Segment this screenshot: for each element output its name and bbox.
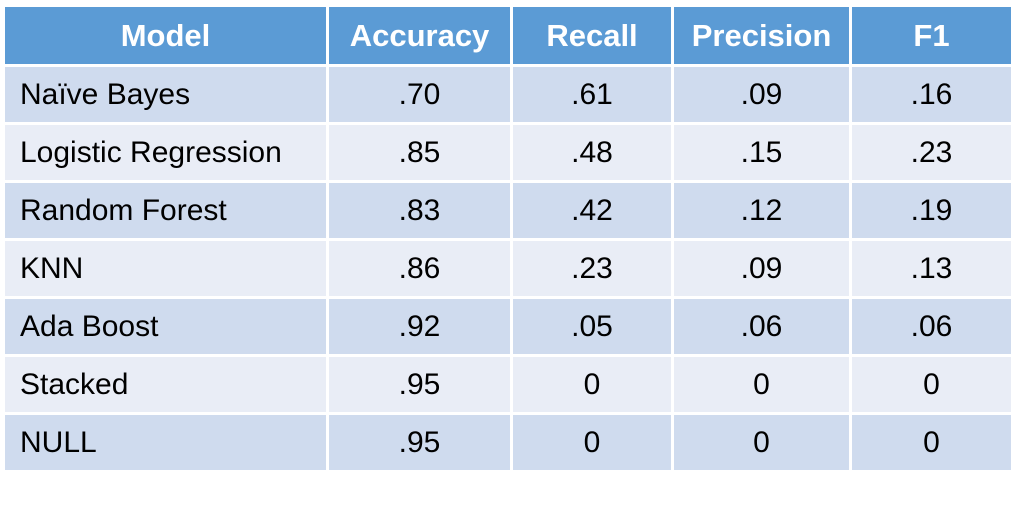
precision-cell: .06 [671, 296, 852, 357]
header-row: Model Accuracy Recall Precision F1 [2, 4, 1014, 67]
recall-cell: 0 [510, 354, 674, 415]
header-f1: F1 [849, 4, 1014, 67]
table-row: Naïve Bayes .70 .61 .09 .16 [2, 64, 1014, 125]
accuracy-cell: .92 [326, 296, 513, 357]
table-row: Random Forest .83 .42 .12 .19 [2, 180, 1014, 241]
precision-cell: .12 [671, 180, 852, 241]
recall-cell: 0 [510, 412, 674, 473]
table-row: NULL .95 0 0 0 [2, 412, 1014, 473]
accuracy-cell: .95 [326, 412, 513, 473]
precision-cell: .09 [671, 238, 852, 299]
f1-cell: .16 [849, 64, 1014, 125]
model-name-cell: Ada Boost [2, 296, 329, 357]
model-name-cell: NULL [2, 412, 329, 473]
table-body: Naïve Bayes .70 .61 .09 .16 Logistic Reg… [2, 64, 1014, 473]
header-precision: Precision [671, 4, 852, 67]
accuracy-cell: .95 [326, 354, 513, 415]
model-name-cell: Random Forest [2, 180, 329, 241]
model-name-cell: KNN [2, 238, 329, 299]
model-name-cell: Logistic Regression [2, 122, 329, 183]
model-name-cell: Naïve Bayes [2, 64, 329, 125]
header-model: Model [2, 4, 329, 67]
precision-cell: .15 [671, 122, 852, 183]
accuracy-cell: .85 [326, 122, 513, 183]
table-row: Stacked .95 0 0 0 [2, 354, 1014, 415]
table-row: KNN .86 .23 .09 .13 [2, 238, 1014, 299]
f1-cell: 0 [849, 412, 1014, 473]
precision-cell: .09 [671, 64, 852, 125]
accuracy-cell: .83 [326, 180, 513, 241]
f1-cell: .23 [849, 122, 1014, 183]
recall-cell: .23 [510, 238, 674, 299]
accuracy-cell: .70 [326, 64, 513, 125]
recall-cell: .05 [510, 296, 674, 357]
f1-cell: .19 [849, 180, 1014, 241]
precision-cell: 0 [671, 412, 852, 473]
model-metrics-table: Model Accuracy Recall Precision F1 Naïve… [2, 4, 1014, 473]
header-recall: Recall [510, 4, 674, 67]
table-header: Model Accuracy Recall Precision F1 [2, 4, 1014, 67]
table-row: Ada Boost .92 .05 .06 .06 [2, 296, 1014, 357]
f1-cell: .13 [849, 238, 1014, 299]
f1-cell: 0 [849, 354, 1014, 415]
f1-cell: .06 [849, 296, 1014, 357]
recall-cell: .48 [510, 122, 674, 183]
table-row: Logistic Regression .85 .48 .15 .23 [2, 122, 1014, 183]
precision-cell: 0 [671, 354, 852, 415]
recall-cell: .61 [510, 64, 674, 125]
accuracy-cell: .86 [326, 238, 513, 299]
model-name-cell: Stacked [2, 354, 329, 415]
recall-cell: .42 [510, 180, 674, 241]
header-accuracy: Accuracy [326, 4, 513, 67]
